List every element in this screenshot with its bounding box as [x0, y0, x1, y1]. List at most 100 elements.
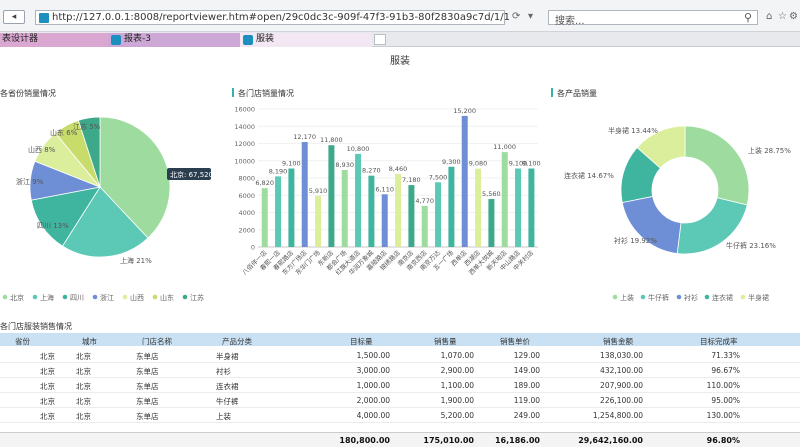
column-header[interactable]: 目标量	[350, 337, 373, 346]
y-tick-label: 8000	[238, 175, 255, 183]
pie-tooltip-text: 北京: 67,520	[170, 170, 213, 179]
donut-label: 衬衫 19.92%	[614, 236, 657, 245]
legend-label: 浙江	[100, 293, 114, 302]
table-cell: 138,030.00	[600, 351, 643, 360]
y-tick-label: 4000	[238, 209, 255, 217]
bar-华润万象城	[368, 175, 375, 247]
column-header[interactable]: 产品分类	[222, 337, 252, 346]
table-cell: 2,000.00	[356, 396, 390, 405]
total-cell: 180,800.00	[339, 436, 390, 445]
bar-西单店	[461, 115, 468, 248]
tab-strip: 表设计器 报表-3 服装	[0, 32, 800, 47]
bar-南京万达	[435, 182, 442, 247]
pie-label: 浙江 9%	[16, 177, 44, 186]
tab-designer[interactable]: 表设计器	[0, 33, 108, 47]
legend-swatch	[122, 294, 128, 300]
column-header[interactable]: 销售量	[434, 337, 457, 346]
tab-clothing[interactable]: 服装	[240, 33, 372, 47]
legend-swatch	[62, 294, 68, 300]
bar-value-label: 7,180	[402, 176, 421, 184]
bar-中山路店	[515, 168, 522, 247]
column-header[interactable]: 城市	[82, 337, 97, 346]
table-cell: 1,070.00	[440, 351, 474, 360]
column-header[interactable]: 目标完成率	[700, 337, 738, 346]
legend-label: 山东	[160, 293, 174, 302]
bar-value-label: 9,080	[469, 160, 488, 168]
dropdown-icon[interactable]: ▾	[528, 11, 534, 22]
tab-icon	[111, 35, 121, 45]
province-pie-chart: 上海 21% 四川 13% 浙江 9% 山西 8% 山东 6%江苏 5% 北京: 67,5…	[2, 116, 213, 302]
bar-春熙路店	[288, 168, 295, 247]
table-cell: 东单店	[136, 352, 159, 361]
table-cell: 北京	[76, 397, 91, 406]
column-header[interactable]: 省份	[15, 337, 30, 346]
row-divider	[0, 362, 800, 363]
bar-value-label: 15,200	[453, 107, 476, 115]
donut-slice-半身裙	[636, 125, 686, 169]
bar-都会广场	[341, 169, 348, 247]
home-icon[interactable]: ⌂	[766, 11, 773, 22]
y-tick-label: 12000	[234, 140, 255, 148]
pie-label: 山西 8%	[28, 145, 56, 154]
bar-value-label: 9,100	[282, 160, 301, 168]
table-cell: 北京	[40, 367, 55, 376]
column-header[interactable]: 门店名称	[142, 337, 172, 346]
bar-value-label: 9,100	[509, 160, 528, 168]
y-tick-label: 2000	[238, 226, 255, 234]
product-donut-chart: 半身裙 13.44% 上装 28.75% 连衣裙 14.67% 衬衫 19.92% 牛仔…	[564, 125, 791, 302]
total-cell: 29,642,160.00	[578, 436, 643, 445]
bar-五一广场	[448, 166, 455, 247]
url-field[interactable]: http://127.0.0.1:8008/reportviewer.htm#o…	[35, 10, 510, 25]
search-placeholder: 搜索...	[555, 16, 585, 27]
legend-swatch	[612, 294, 618, 300]
bar-value-label: 5,560	[482, 190, 501, 198]
back-button[interactable]: ◂	[3, 10, 25, 24]
bar-value-label: 4,770	[415, 197, 434, 205]
table-cell: 北京	[76, 352, 91, 361]
donut-label: 上装 28.75%	[748, 146, 791, 155]
table-cell: 东单店	[136, 412, 159, 421]
table-cell: 北京	[40, 382, 55, 391]
bar-嘉陵路店	[381, 194, 388, 247]
title-accent	[551, 88, 553, 97]
table-cell: 连衣裙	[216, 382, 239, 391]
bar-title: 各门店销量情况	[238, 89, 294, 98]
bar-春熙一店	[275, 176, 282, 247]
bar-中关村店	[528, 168, 535, 247]
tab-icon	[243, 35, 253, 45]
y-tick-label: 16000	[234, 106, 255, 114]
legend-label: 上海	[40, 293, 54, 302]
legend-label: 江苏	[190, 293, 204, 302]
column-header[interactable]: 销售单价	[500, 337, 530, 346]
bar-value-label: 9,300	[442, 158, 461, 166]
legend-swatch	[92, 294, 98, 300]
tab-report3[interactable]: 报表-3	[108, 33, 240, 47]
bar-东方广场店	[301, 142, 308, 247]
legend-label: 上装	[620, 293, 634, 302]
search-input[interactable]: 搜索... ⚲	[548, 10, 758, 27]
table-cell: 北京	[40, 412, 55, 421]
settings-icon[interactable]: ⚙	[789, 11, 798, 22]
title-accent	[232, 88, 234, 97]
legend-swatch	[740, 294, 746, 300]
favorites-icon[interactable]: ☆	[778, 11, 787, 22]
total-cell: 16,186.00	[494, 436, 540, 445]
legend-swatch	[640, 294, 646, 300]
donut-label: 牛仔裤 23.16%	[726, 241, 776, 250]
bar-value-label: 8,190	[269, 167, 288, 175]
legend-label: 北京	[10, 293, 24, 302]
search-icon[interactable]: ⚲	[743, 11, 752, 24]
table-cell: 北京	[76, 382, 91, 391]
bar-南京店	[408, 185, 415, 247]
table-cell: 95.00%	[711, 396, 740, 405]
table-cell: 2,900.00	[440, 366, 474, 375]
legend-label: 牛仔裤	[648, 293, 669, 302]
table-cell: 110.00%	[706, 381, 740, 390]
new-tab-button[interactable]	[374, 34, 386, 45]
y-tick-label: 6000	[238, 192, 255, 200]
table-cell: 北京	[76, 412, 91, 421]
compat-icon[interactable]: ⟳	[512, 11, 521, 22]
table-header	[0, 333, 800, 346]
bar-value-label: 6,110	[375, 185, 394, 193]
column-header[interactable]: 销售金额	[603, 337, 633, 346]
